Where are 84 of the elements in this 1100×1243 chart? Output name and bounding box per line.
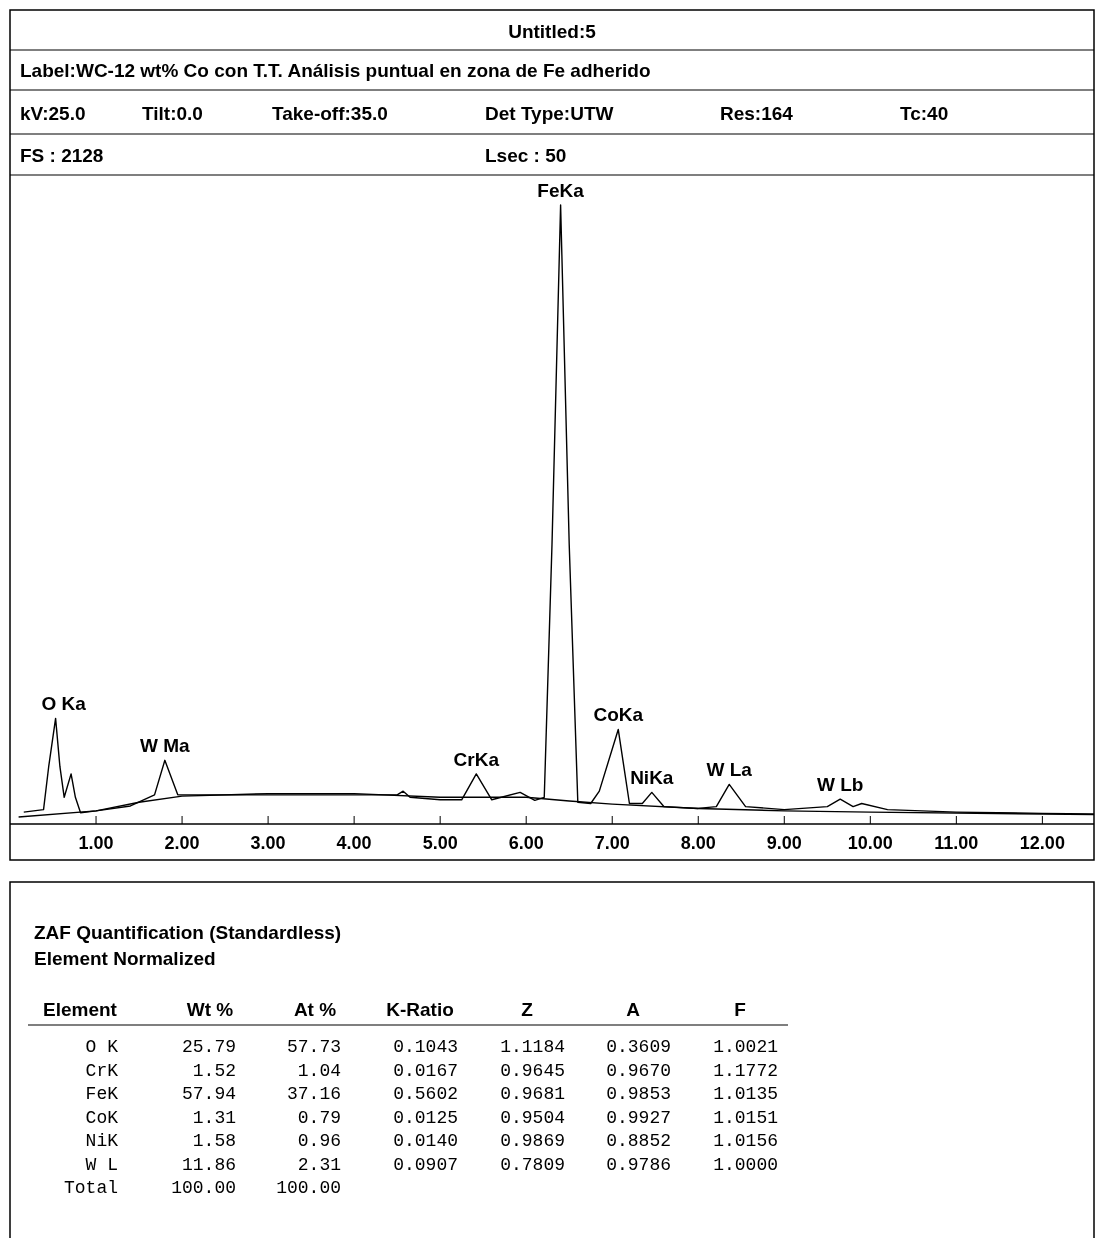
category-label: Wt % [186,999,234,1020]
text: 0.9927 [606,1107,671,1128]
text: 0.0167 [393,1060,458,1081]
text: 0.9504 [500,1107,565,1128]
category-label: Total [63,1178,118,1198]
annotation: FeKa [537,180,585,201]
text: kV:25.0 [20,103,86,124]
text: 0.9681 [500,1084,565,1104]
category-label: F [734,999,746,1020]
x-tick-label: 10.00 [847,833,893,853]
x-tick-label: 11.00 [934,833,979,853]
text: 100.00 [276,1178,341,1198]
text: 57.73 [286,1037,341,1057]
text: 0.9853 [606,1084,671,1104]
x-tick-label: 1.00 [78,833,114,853]
text: 0.1043 [393,1037,458,1057]
text: 0.9786 [606,1154,671,1175]
text: Tilt:0.0 [142,103,203,124]
text: 2.31 [297,1154,341,1175]
x-tick-label: 3.00 [250,833,286,853]
text: 1.52 [192,1060,236,1081]
text: 1.0151 [713,1107,778,1128]
text: Lsec : 50 [485,145,567,166]
text: 0.79 [297,1107,341,1128]
text: Res:164 [720,103,794,124]
x-tick-label: 4.00 [336,833,372,853]
text: Element Normalized [34,948,216,969]
text: 0.9645 [500,1060,565,1081]
text: 0.8852 [606,1131,671,1151]
category-label: NiK [85,1131,118,1151]
text: 0.7809 [500,1154,565,1175]
text: 1.58 [192,1131,236,1151]
x-tick-label: 6.00 [508,833,544,853]
text: 100.00 [171,1178,236,1198]
text: 1.0156 [713,1131,778,1151]
text: FS : 2128 [20,145,104,166]
chart-title: Untitled:5 [508,21,597,42]
x-tick-label: 2.00 [164,833,200,853]
category-label: CrK [85,1060,118,1081]
category-label: Z [521,999,534,1020]
text: 0.0140 [393,1131,458,1151]
text: 0.0907 [393,1154,458,1175]
text: Det Type:UTW [485,103,614,124]
x-tick-label: 7.00 [594,833,630,853]
chart-subtitle: Label:WC-12 wt% Co con T.T. Análisis puntual en zona de Fe adherido [20,60,651,81]
annotation: W Ma [140,735,191,757]
text: 37.16 [286,1084,341,1104]
text: 0.3609 [606,1037,671,1057]
category-label: CoK [85,1107,118,1128]
text: 1.04 [297,1060,341,1081]
text: 25.79 [181,1037,236,1057]
category-label: FeK [85,1084,118,1104]
text: ZAF Quantification (Standardless) [34,922,342,943]
text: 57.94 [181,1084,236,1104]
x-tick-label: 5.00 [422,833,458,853]
text: Take-off:35.0 [272,103,388,124]
text: Tc:40 [900,103,949,124]
text: 1.0135 [713,1084,778,1104]
text: 0.0125 [393,1107,458,1128]
category-label: K-Ratio [386,999,454,1020]
text: 0.9670 [606,1060,671,1081]
text: 1.0021 [713,1037,778,1057]
annotation: NiKa [630,767,674,789]
text: 1.31 [192,1107,236,1128]
text: 0.96 [297,1131,341,1151]
annotation: W La [706,759,753,781]
text: 0.9869 [500,1131,565,1151]
text: 11.86 [181,1154,236,1175]
category-label: A [626,999,641,1020]
text: 1.1772 [713,1060,778,1081]
text: 0.5602 [393,1084,458,1104]
category-label: W L [85,1154,118,1175]
text: 1.1184 [500,1037,565,1057]
x-tick-label: 9.00 [766,833,802,853]
annotation: W Lb [816,774,864,796]
x-tick-label: 12.00 [1019,833,1065,853]
annotation: O Ka [41,693,87,715]
category-label: Element [43,999,118,1020]
text: 1.0000 [713,1154,778,1175]
x-tick-label: 8.00 [680,833,716,853]
annotation: CrKa [453,748,500,770]
category-label: O K [85,1037,118,1057]
annotation: CoKa [593,704,644,726]
category-label: At % [293,999,337,1020]
